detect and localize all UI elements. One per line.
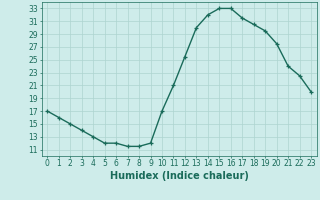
X-axis label: Humidex (Indice chaleur): Humidex (Indice chaleur): [110, 171, 249, 181]
